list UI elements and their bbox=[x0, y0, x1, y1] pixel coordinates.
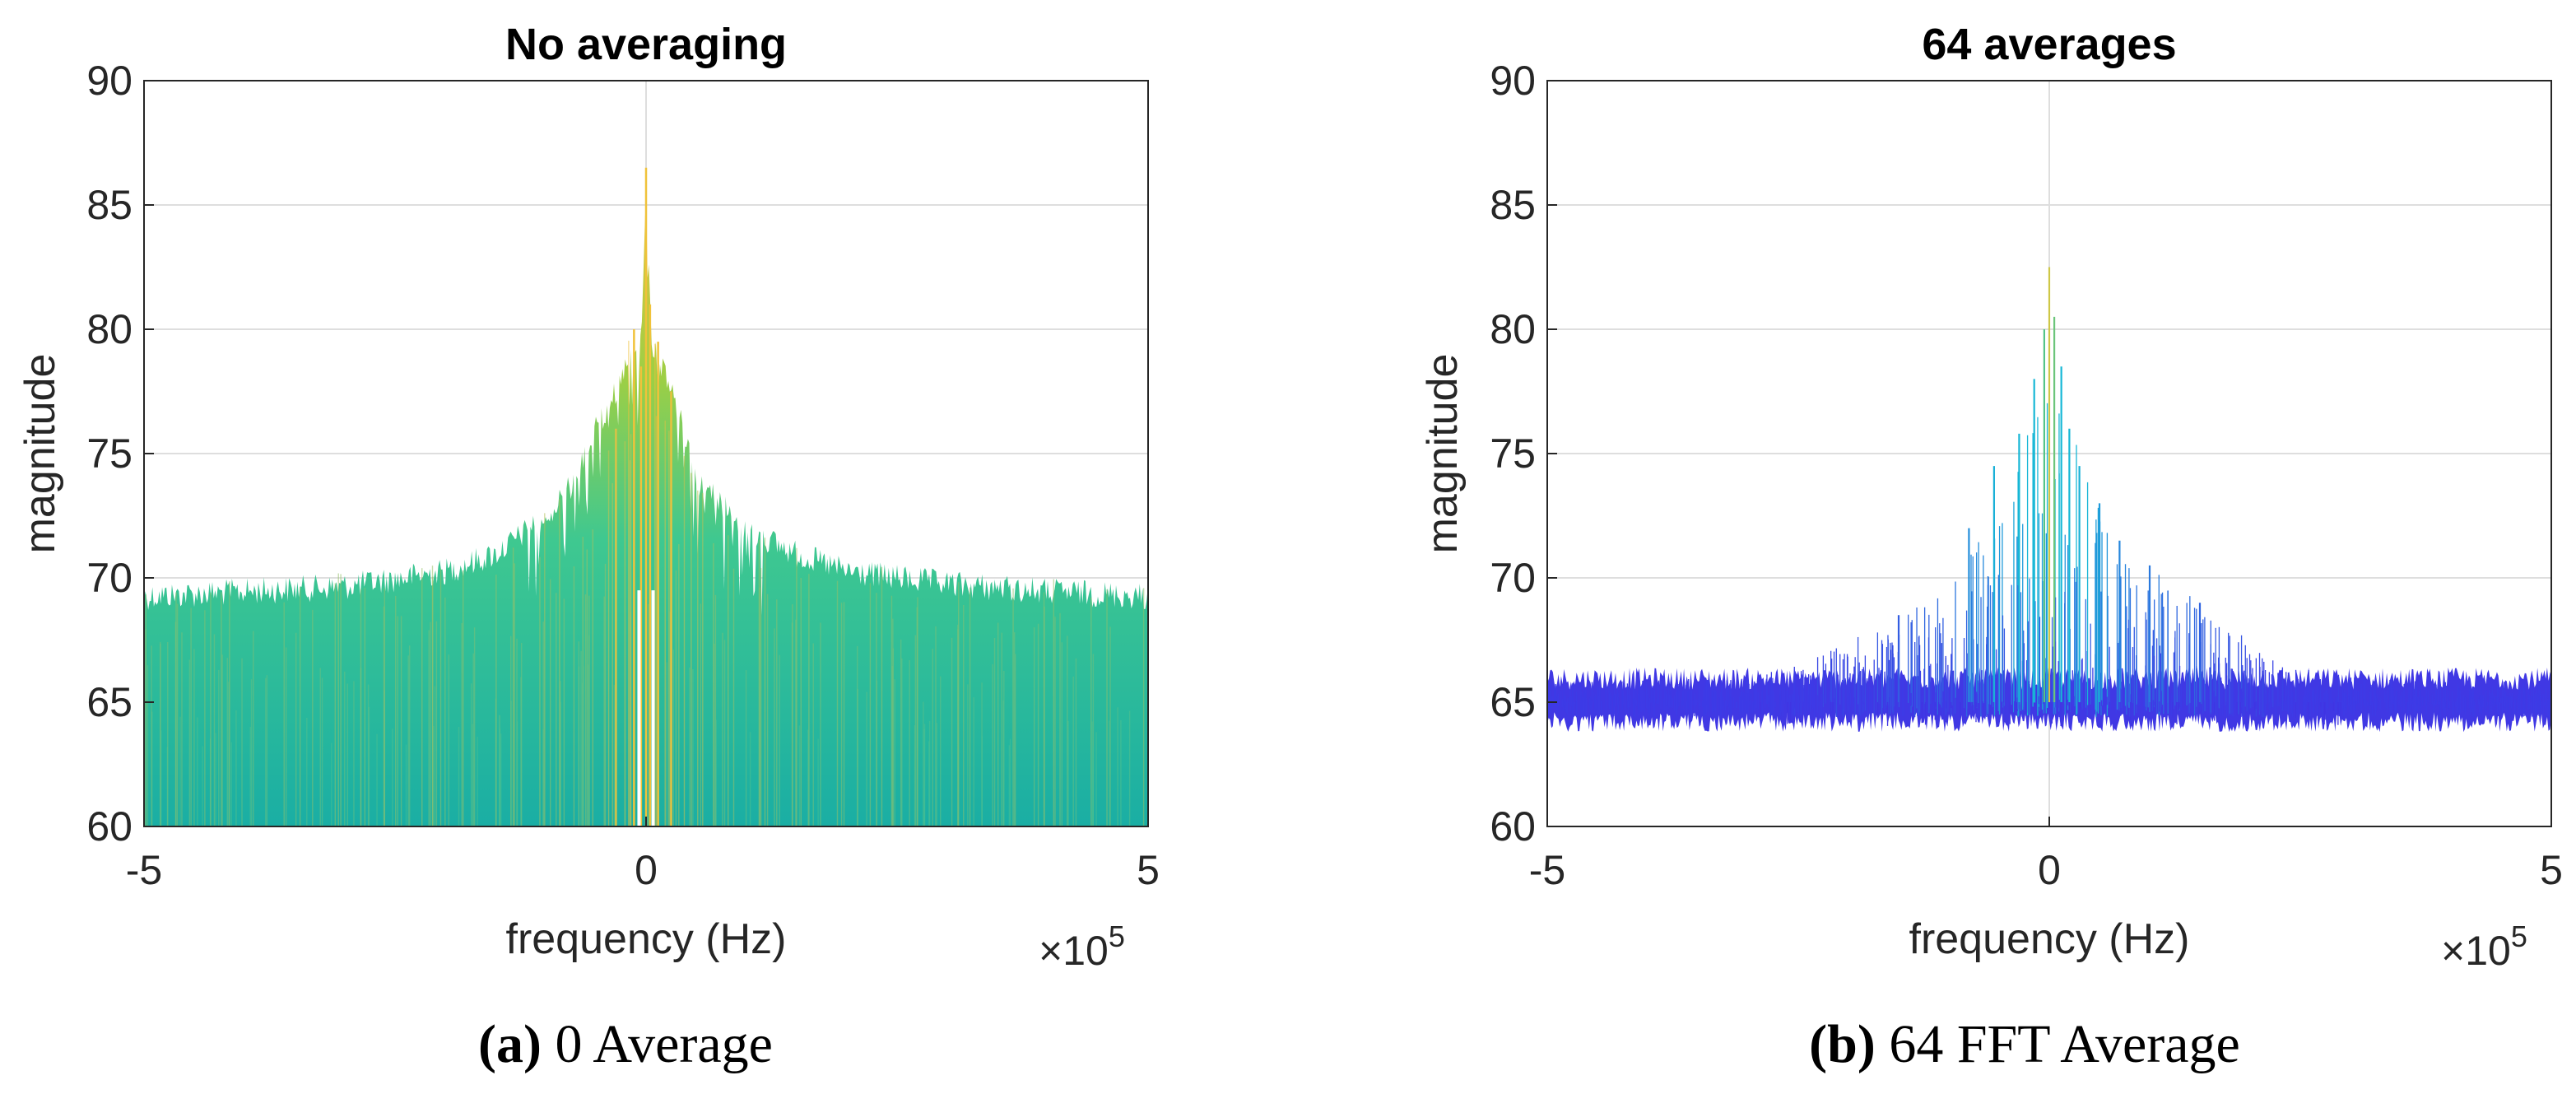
peak-lines-b bbox=[1897, 267, 2202, 702]
y-tick-label: 85 bbox=[86, 182, 133, 228]
x-tick-label: 0 bbox=[635, 847, 658, 893]
y-tick-label: 90 bbox=[1490, 58, 1536, 104]
y-axis-label-b: magnitude bbox=[1419, 354, 1467, 554]
x-tick-label: -5 bbox=[1529, 847, 1565, 893]
y-tick-label: 75 bbox=[1490, 431, 1536, 477]
y-tick-label: 75 bbox=[86, 431, 133, 477]
caption-b: (b) 64 FFT Average bbox=[1809, 1014, 2240, 1074]
chart-panel-b: 60 65 70 75 80 85 90 -5 0 5 64 averages magnitud… bbox=[1419, 20, 2563, 1074]
y-tick-label: 60 bbox=[1490, 803, 1536, 850]
y-tick-label: 60 bbox=[86, 803, 133, 850]
chart-title-a: No averaging bbox=[505, 20, 787, 69]
x-tick-label: 5 bbox=[2540, 847, 2563, 893]
x-ticks-a: -5 0 5 bbox=[126, 817, 1160, 893]
y-tick-label: 70 bbox=[1490, 555, 1536, 601]
peak-lines-a bbox=[615, 167, 672, 826]
x-tick-label: 0 bbox=[2038, 847, 2061, 893]
y-ticks-b: 60 65 70 75 80 85 90 bbox=[1490, 58, 1557, 850]
x-axis-label-a: frequency (Hz) bbox=[506, 915, 787, 963]
y-axis-label-a: magnitude bbox=[16, 354, 64, 554]
y-ticks-a: 60 65 70 75 80 85 90 bbox=[86, 58, 154, 850]
x-tick-label: -5 bbox=[126, 847, 162, 893]
x-axis-label-b: frequency (Hz) bbox=[1909, 915, 2190, 963]
y-tick-label: 65 bbox=[1490, 679, 1536, 725]
x-ticks-b: -5 0 5 bbox=[1529, 817, 2563, 893]
y-tick-label: 85 bbox=[1490, 182, 1536, 228]
y-tick-label: 70 bbox=[86, 555, 133, 601]
x-exponent-b: ×105 bbox=[2441, 919, 2527, 974]
y-tick-label: 65 bbox=[86, 679, 133, 725]
y-tick-label: 80 bbox=[1490, 306, 1536, 352]
y-tick-label: 80 bbox=[86, 306, 133, 352]
caption-a: (a) 0 Average bbox=[478, 1014, 773, 1074]
x-tick-label: 5 bbox=[1137, 847, 1160, 893]
x-exponent-a: ×105 bbox=[1039, 919, 1125, 974]
y-tick-label: 90 bbox=[86, 58, 133, 104]
chart-panel-a: 60 65 70 75 80 85 90 -5 0 5 No averaging magnitu… bbox=[16, 20, 1160, 1074]
chart-title-b: 64 averages bbox=[1922, 20, 2176, 69]
